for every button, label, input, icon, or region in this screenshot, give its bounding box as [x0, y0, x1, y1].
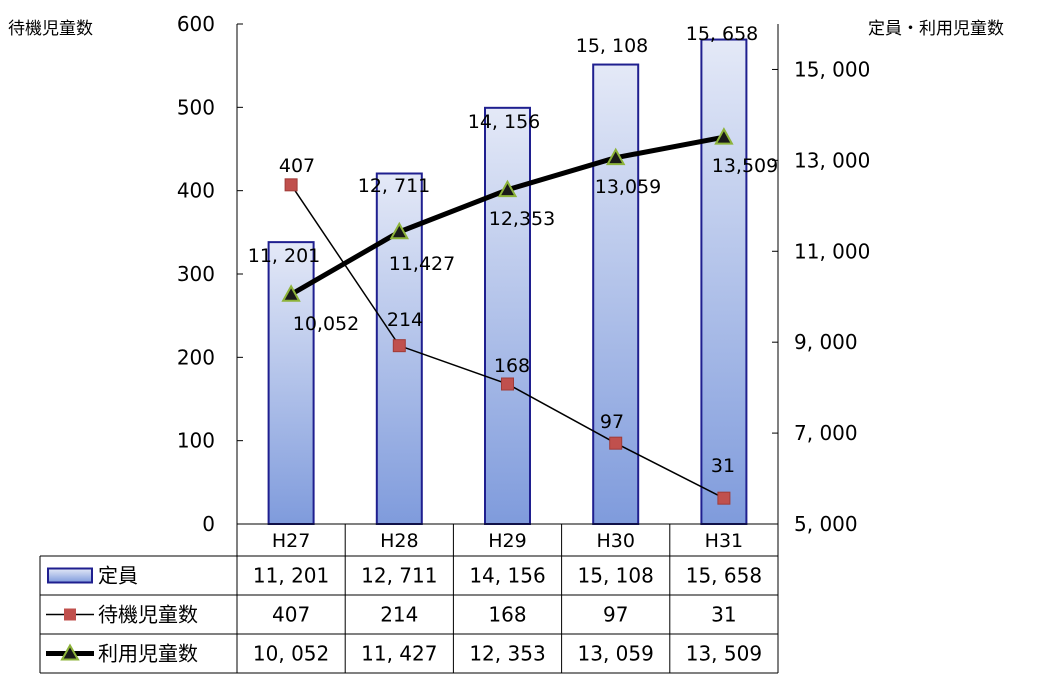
right-axis-tick-label: 15, 000 — [794, 57, 870, 81]
data-label-riyou: 12,353 — [489, 208, 555, 230]
data-label-taiki: 168 — [494, 355, 530, 377]
right-axis-tick-label: 11, 000 — [794, 239, 870, 263]
table-cell: 15, 108 — [578, 564, 654, 588]
point-taiki — [717, 491, 731, 505]
legend-key-taiki-marker — [64, 608, 76, 621]
point-riyou — [389, 221, 409, 240]
data-label-teiin: 15, 658 — [686, 23, 759, 45]
point-riyou — [606, 147, 626, 166]
point-riyou — [281, 284, 301, 302]
legend-label: 待機児童数 — [98, 603, 198, 627]
left-axis-tick-label: 500 — [177, 95, 215, 119]
point-taiki — [501, 377, 514, 391]
left-axis-tick-label: 0 — [202, 512, 215, 536]
left-axis-title: 待機児童数 — [8, 19, 93, 39]
left-axis-tick-label: 600 — [177, 12, 215, 36]
data-label-taiki: 97 — [600, 411, 624, 433]
data-label-riyou: 10,052 — [293, 313, 359, 335]
data-label-riyou: 11,427 — [389, 253, 455, 275]
point-taiki — [392, 339, 406, 353]
point-taiki — [609, 436, 623, 450]
data-label-teiin: 12, 711 — [358, 175, 431, 197]
data-label-taiki: 214 — [387, 309, 423, 331]
x-axis-tick-label: H27 — [272, 530, 310, 552]
table-cell: 97 — [603, 603, 628, 627]
table-cell: 168 — [488, 603, 526, 627]
right-axis-tick-label: 5, 000 — [794, 512, 858, 536]
data-label-riyou: 13,059 — [595, 176, 661, 198]
table-cell: 15, 658 — [686, 564, 762, 588]
data-label-teiin: 11, 201 — [248, 245, 321, 267]
table-cell: 13, 059 — [578, 642, 654, 666]
data-label-taiki: 31 — [711, 455, 735, 477]
table-cell: 31 — [711, 603, 736, 627]
legend-label: 利用児童数 — [98, 642, 198, 666]
table-cell: 12, 353 — [469, 642, 545, 666]
right-axis-tick-label: 13, 000 — [794, 148, 870, 172]
data-label-taiki: 407 — [279, 155, 315, 177]
data-label-riyou: 13,509 — [712, 155, 778, 177]
point-taiki — [284, 178, 298, 192]
table-cell: 14, 156 — [469, 564, 545, 588]
point-riyou — [497, 179, 518, 198]
bar-teiin — [484, 106, 531, 526]
data-label-teiin: 15, 108 — [576, 35, 649, 57]
right-axis-tick-label: 7, 000 — [794, 421, 858, 445]
table-cell: 11, 201 — [253, 564, 329, 588]
legend-key-teiin — [47, 567, 93, 584]
data-label-teiin: 14, 156 — [468, 111, 541, 133]
x-axis-tick-label: H30 — [596, 530, 634, 552]
bar-teiin — [700, 38, 748, 526]
legend-label: 定員 — [98, 564, 138, 588]
x-axis-tick-label: H28 — [380, 530, 418, 552]
x-axis-tick-label: H31 — [705, 530, 743, 552]
point-riyou — [714, 127, 734, 145]
right-axis-title: 定員・利用児童数 — [868, 19, 1004, 39]
table-cell: 13, 509 — [686, 642, 762, 666]
bar-teiin — [592, 63, 640, 526]
left-axis-tick-label: 100 — [177, 429, 215, 453]
left-axis-tick-label: 400 — [177, 179, 215, 203]
x-axis-tick-label: H29 — [488, 530, 526, 552]
table-cell: 214 — [380, 603, 418, 627]
table-cell: 407 — [272, 603, 310, 627]
table-cell: 11, 427 — [361, 642, 437, 666]
right-axis-tick-label: 9, 000 — [794, 330, 858, 354]
data-table: H27 H28 H29 H30 H31 定員 11, 201 12, 711 14, 156 15… — [39, 523, 779, 674]
legend-key-riyou-marker — [60, 643, 80, 661]
left-axis-tick-label: 200 — [177, 345, 215, 369]
table-cell: 12, 711 — [361, 564, 437, 588]
table-cell: 10, 052 — [253, 642, 329, 666]
plot-area: 0 100 200 300 400 500 600 5, 000 7, 000 9, 000 11,… — [177, 12, 871, 536]
left-axis-tick-label: 300 — [177, 262, 215, 286]
